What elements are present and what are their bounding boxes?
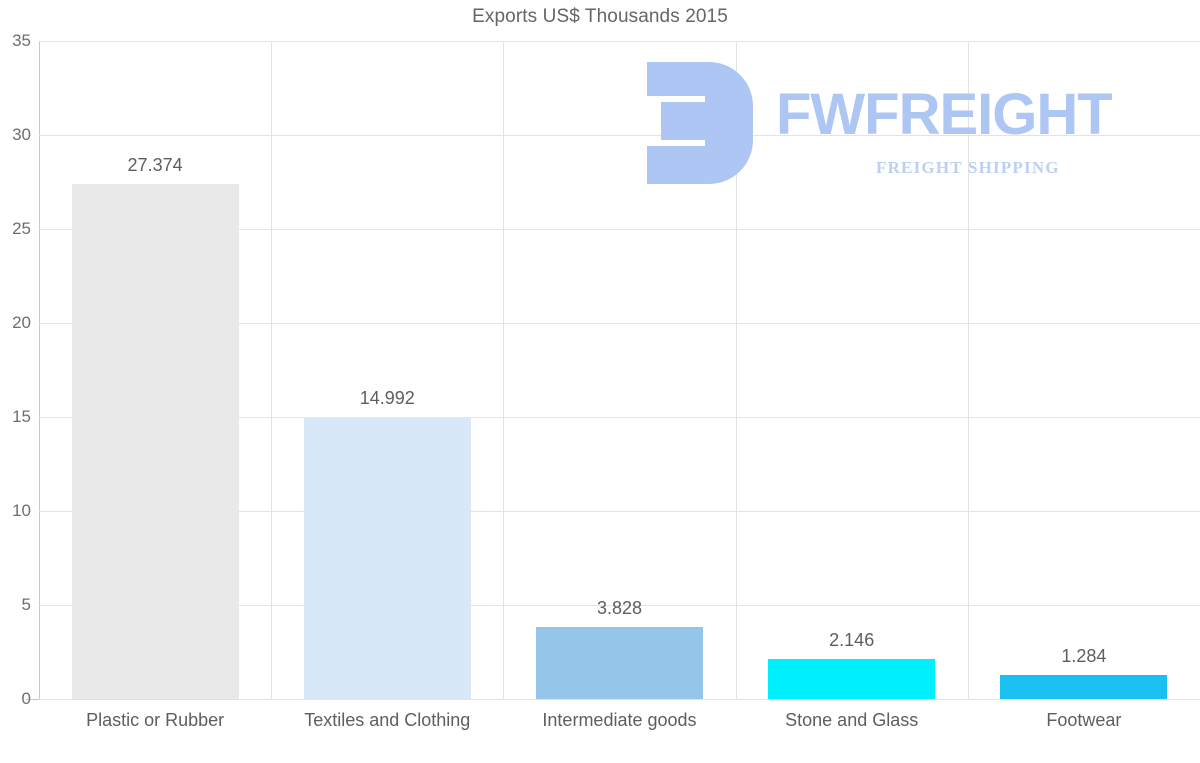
x-axis-label-4: Stone and Glass	[785, 710, 919, 730]
chart-title: Exports US$ Thousands 2015	[472, 6, 728, 27]
bar-3[interactable]	[535, 627, 704, 699]
bar-1[interactable]	[71, 184, 239, 699]
gridline-vertical	[503, 41, 504, 699]
bar-value-label: 3.828	[596, 598, 643, 619]
bar-2[interactable]	[303, 417, 471, 699]
y-axis-tick-label: 10	[12, 501, 31, 520]
bar-value-label: 1.284	[1061, 645, 1107, 666]
bar-value-label: 2.146	[829, 629, 875, 650]
plot-area: 27.374 14.992 3.828 2.146 1.284	[39, 41, 1200, 700]
y-axis-tick-label: 20	[12, 313, 31, 332]
gridline-horizontal	[39, 229, 1200, 230]
y-axis-tick-label: 15	[12, 407, 31, 426]
y-axis-tick-label: 30	[12, 125, 31, 144]
x-axis-label-2: Textiles and Clothing	[304, 710, 471, 730]
y-axis-tick-label: 25	[12, 219, 31, 238]
bar-5[interactable]	[1000, 674, 1168, 699]
x-axis-label-1: Plastic or Rubber	[86, 710, 225, 730]
gridline-horizontal	[39, 41, 1200, 42]
y-axis-tick-label: 5	[21, 595, 31, 614]
gridline-horizontal	[39, 699, 1200, 700]
bar-value-label: 14.992	[359, 388, 415, 409]
gridline-horizontal	[39, 511, 1200, 512]
gridline-horizontal	[39, 417, 1200, 418]
gridline-vertical	[271, 41, 272, 699]
y-axis-line	[39, 41, 40, 700]
gridline-vertical	[736, 41, 737, 699]
gridline-vertical	[968, 41, 969, 699]
y-axis-tick-label: 0	[21, 689, 31, 708]
gridline-horizontal	[39, 135, 1200, 136]
gridline-horizontal	[39, 323, 1200, 324]
gridline-horizontal	[39, 605, 1200, 606]
bar-value-label: 27.374	[127, 155, 183, 176]
y-axis-tick-label: 35	[12, 31, 31, 50]
x-axis-label-5: Footwear	[1046, 710, 1122, 730]
x-axis-label-3: Intermediate goods	[542, 710, 697, 730]
bar-4[interactable]	[768, 658, 936, 699]
